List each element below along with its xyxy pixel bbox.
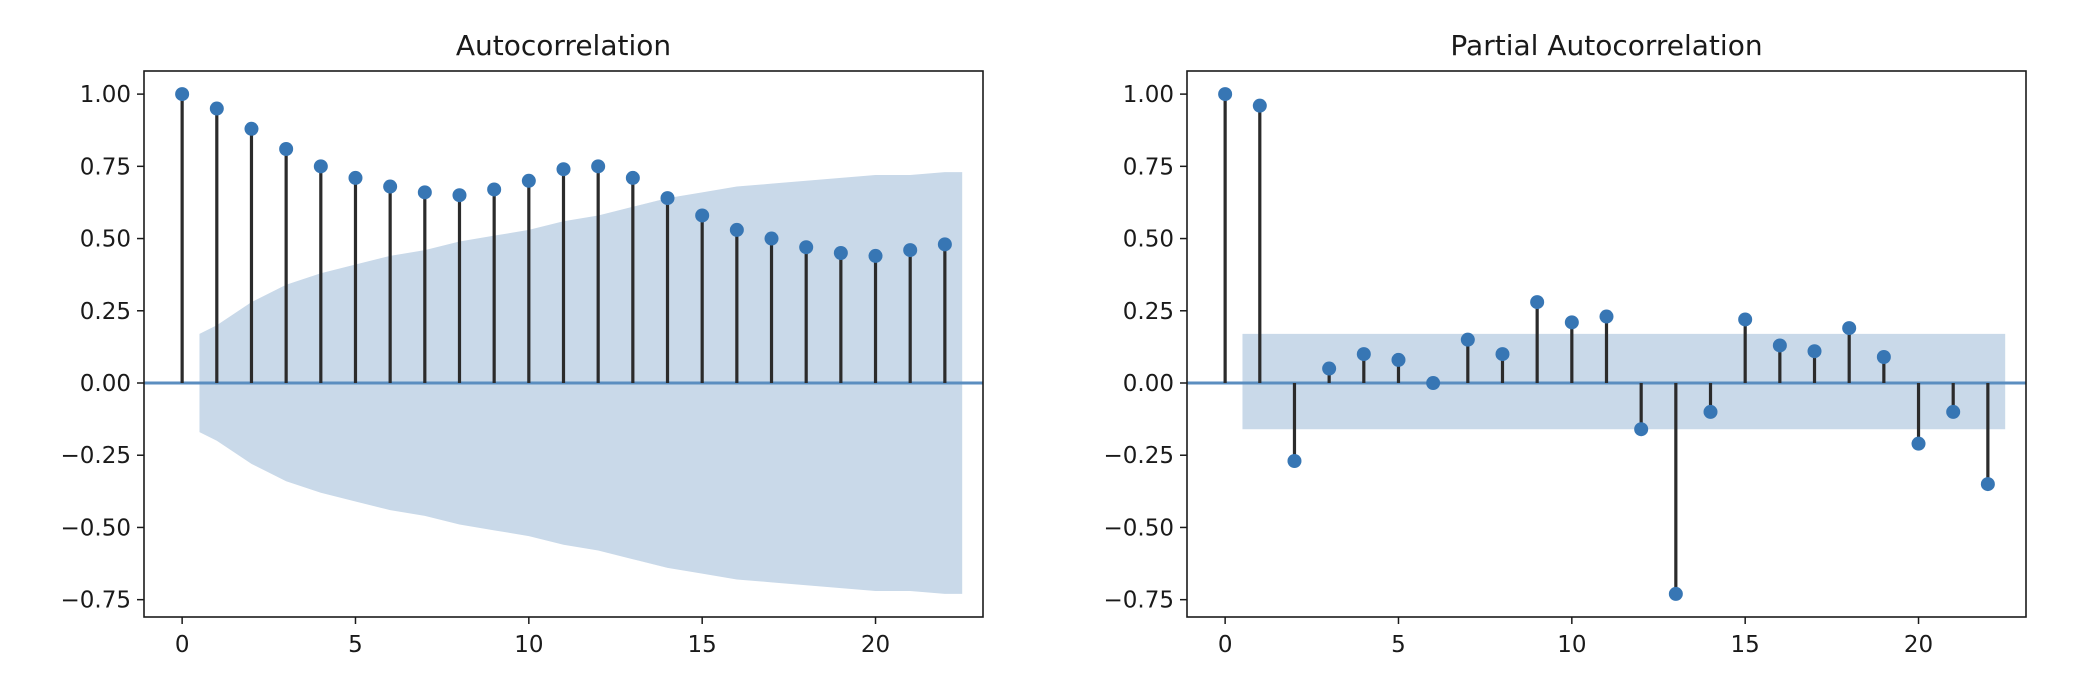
x-tick-label: 0 <box>1218 632 1233 658</box>
stem-marker <box>279 142 294 156</box>
stem-marker <box>1807 344 1822 359</box>
stem-marker <box>487 182 502 197</box>
stem-marker <box>1946 404 1961 419</box>
x-tick-label: 5 <box>348 632 363 658</box>
x-tick-label: 10 <box>1557 632 1586 658</box>
stem-marker <box>1668 586 1683 601</box>
stem-marker <box>1391 352 1406 367</box>
chart-title: Autocorrelation <box>456 29 671 62</box>
axes-frame <box>143 70 984 618</box>
chart-title: Partial Autocorrelation <box>1450 29 1762 62</box>
stem-marker <box>695 208 710 223</box>
stem-marker <box>799 240 814 255</box>
stem-marker <box>1287 454 1302 468</box>
stem-marker <box>660 191 675 206</box>
stem-marker <box>313 159 328 174</box>
stem-marker <box>452 188 467 203</box>
stem-marker <box>1356 347 1371 362</box>
stem-marker <box>1322 361 1337 376</box>
y-tick-label: 1.00 <box>1123 82 1174 108</box>
x-tick-label: 0 <box>175 632 190 658</box>
x-tick-label: 10 <box>514 632 543 658</box>
y-tick-label: 0.50 <box>1123 227 1174 253</box>
y-tick-label: 0.75 <box>1123 154 1174 180</box>
y-tick-label: −0.50 <box>1104 515 1174 541</box>
x-tick-label: 5 <box>1391 632 1406 658</box>
pacf-chart-panel: Partial Autocorrelation 1.00 0.75 0.50 0.25… <box>1104 29 2027 658</box>
y-tick-label: 0.75 <box>80 154 131 180</box>
acf-chart-panel: Autocorrelation 1.00 0.75 0.50 0.25 0.00 −0.2… <box>61 29 984 658</box>
stem-marker <box>1599 309 1614 324</box>
x-tick-label: 20 <box>1904 632 1933 658</box>
stem-marker <box>1426 376 1441 390</box>
y-tick-label: 0.00 <box>1123 371 1174 397</box>
stem-marker <box>937 237 952 252</box>
y-tick-label: 0.25 <box>1123 299 1174 325</box>
stem-marker <box>175 87 190 102</box>
stem-marker <box>1876 350 1891 364</box>
stem-marker <box>1703 404 1718 419</box>
stem-marker <box>1564 315 1579 330</box>
y-tick-label: 0.00 <box>80 371 131 397</box>
stem-marker <box>1252 98 1267 113</box>
stem-marker <box>1495 347 1510 362</box>
x-tick-label: 15 <box>688 632 717 658</box>
y-tick-label: 0.25 <box>80 299 131 325</box>
stem-marker <box>209 101 224 116</box>
stem-marker <box>729 222 744 237</box>
y-tick-label: −0.75 <box>1104 588 1174 614</box>
stem-marker <box>833 246 848 260</box>
stem-marker <box>556 162 571 177</box>
stem-marker <box>868 248 883 263</box>
y-tick-label: −0.25 <box>61 443 131 469</box>
stem-marker <box>1218 87 1233 102</box>
stem-marker <box>591 159 606 174</box>
stem-marker <box>764 231 779 246</box>
stem-marker <box>383 179 398 194</box>
stem-marker <box>903 243 918 258</box>
stem-marker <box>1460 332 1475 347</box>
y-tick-label: 1.00 <box>80 82 131 108</box>
stem-marker <box>625 170 640 185</box>
y-tick-label: −0.50 <box>61 515 131 541</box>
x-tick-label: 20 <box>861 632 890 658</box>
y-tick-label: −0.25 <box>1104 443 1174 469</box>
y-tick-label: 0.50 <box>80 227 131 253</box>
stem-marker <box>1738 312 1753 327</box>
axes-frame <box>1186 70 2027 618</box>
y-tick-label: −0.75 <box>61 588 131 614</box>
stem-marker <box>417 185 432 200</box>
stem-marker <box>1911 436 1926 451</box>
stem-marker <box>1634 422 1649 437</box>
stem-marker <box>1530 295 1545 310</box>
stem-marker <box>1842 321 1857 336</box>
x-tick-label: 15 <box>1731 632 1760 658</box>
stem-marker <box>244 121 259 136</box>
stem-marker <box>1772 338 1787 353</box>
stem-marker <box>1980 477 1995 492</box>
stem-marker <box>348 170 363 185</box>
stem-marker <box>521 173 536 188</box>
